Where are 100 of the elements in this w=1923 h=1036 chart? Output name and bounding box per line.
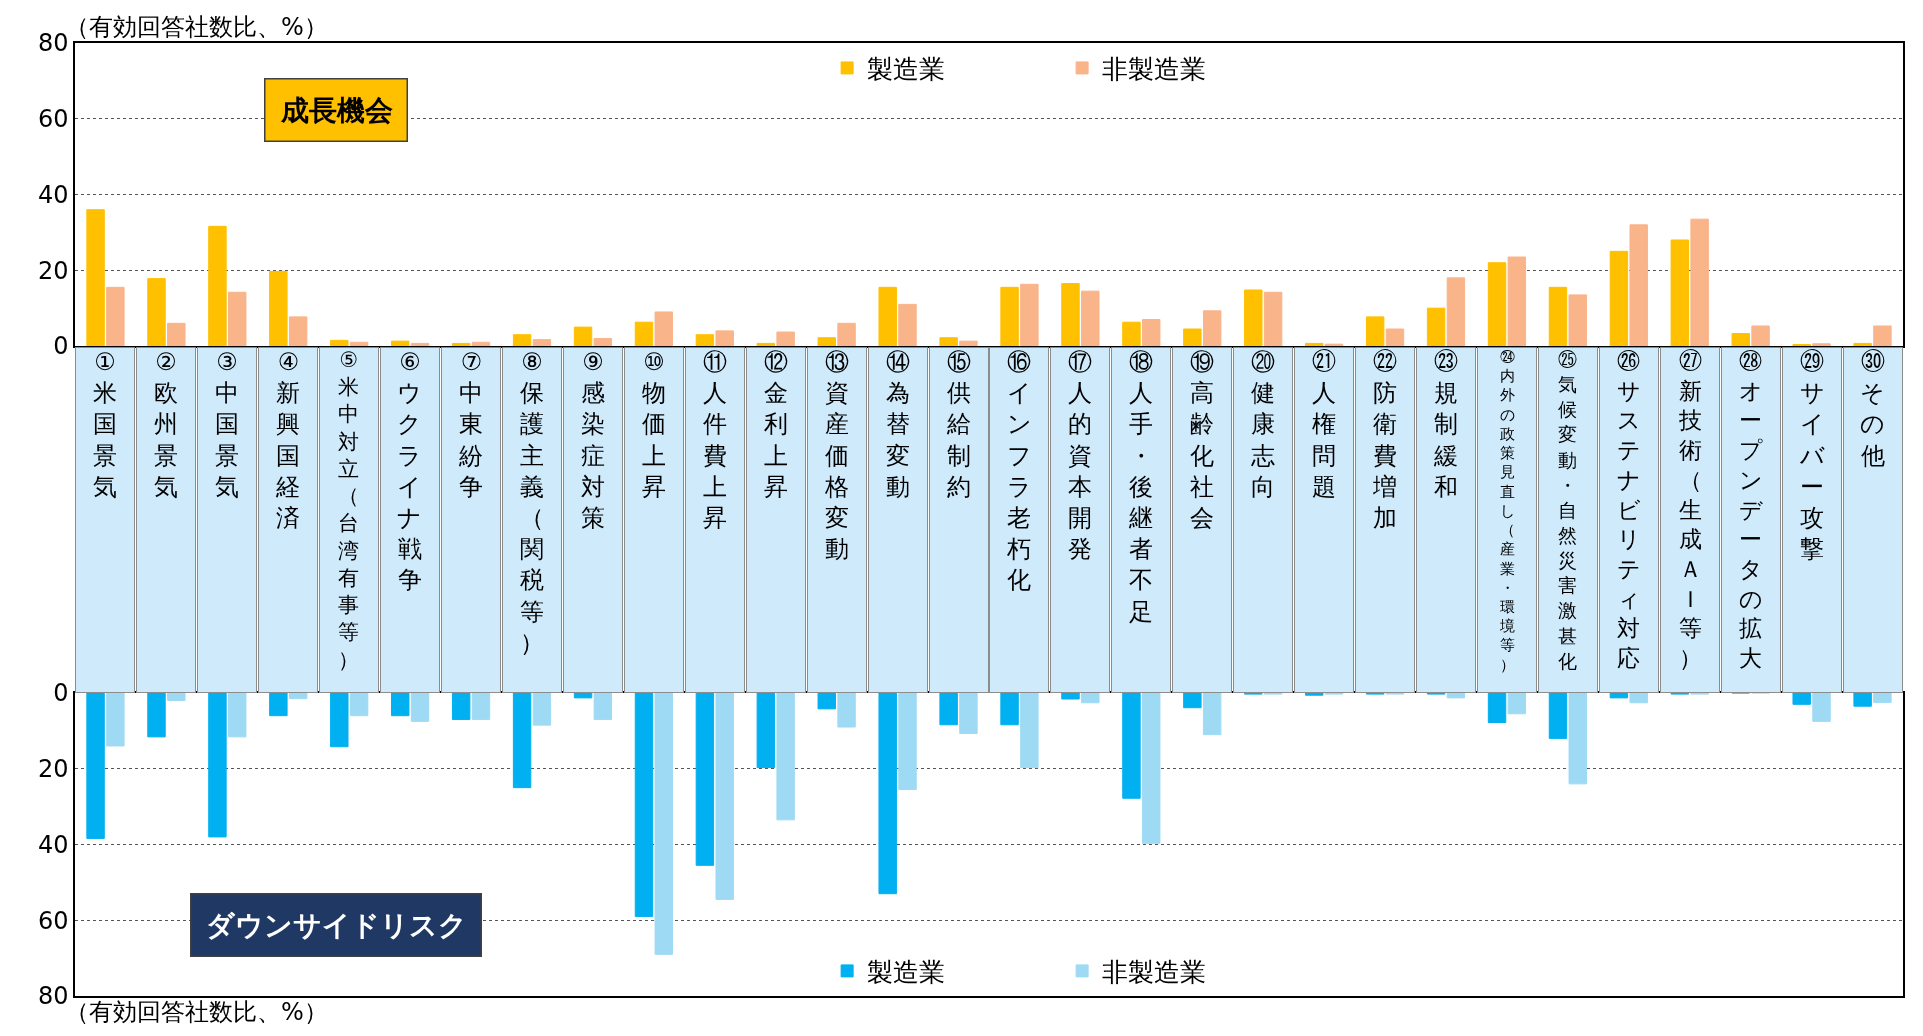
bar xyxy=(208,225,227,347)
bar xyxy=(288,316,308,347)
bar xyxy=(1305,692,1324,696)
bar xyxy=(1568,294,1587,347)
category-label: ㉘オープンデータの拡大 xyxy=(1738,348,1763,672)
x-tick-label: ③中国景気 xyxy=(214,348,239,501)
bar xyxy=(1020,283,1039,347)
bar xyxy=(837,692,856,728)
bar xyxy=(1061,692,1080,700)
bar xyxy=(898,303,917,347)
bar xyxy=(837,322,856,347)
bar xyxy=(512,692,532,789)
bar xyxy=(147,278,166,347)
category-label: ㉕気候変動・自然災害激甚化 xyxy=(1558,348,1578,673)
bar xyxy=(959,692,978,734)
legend-label: 製造業 xyxy=(867,957,946,988)
x-tick-label: ㉚その他 xyxy=(1860,348,1886,470)
bar xyxy=(228,291,247,347)
bar xyxy=(1812,343,1831,347)
bar xyxy=(532,339,552,347)
bar xyxy=(573,326,593,347)
text: ダウンサイドリスク xyxy=(205,908,467,942)
bar xyxy=(1020,692,1039,769)
x-tick-label: ⑲高齢化社会 xyxy=(1189,348,1214,532)
x-tick-label: ①米国景気 xyxy=(92,348,117,501)
bar xyxy=(1487,692,1507,723)
bar xyxy=(756,692,776,769)
bar xyxy=(1244,289,1263,347)
legend-label: 非製造業 xyxy=(1102,54,1207,85)
category-label: ⑤米中対立（台湾有事等） xyxy=(338,348,360,672)
bar xyxy=(1426,307,1446,347)
bar xyxy=(269,270,288,347)
text: 成長機会 xyxy=(279,93,393,127)
bar xyxy=(1609,692,1629,699)
x-tick-label: ⑫金利上昇 xyxy=(763,348,788,501)
bar xyxy=(391,692,410,717)
bar xyxy=(1305,342,1324,347)
bar xyxy=(1446,692,1466,699)
bar xyxy=(939,337,958,347)
bar xyxy=(1853,342,1872,347)
bar xyxy=(330,339,349,347)
bar xyxy=(106,692,125,747)
bar xyxy=(208,692,227,838)
y-tick-label: 40 xyxy=(37,830,69,859)
x-tick-label: ⑩物価上昇 xyxy=(641,348,666,501)
bar xyxy=(1061,283,1080,347)
bar xyxy=(167,692,186,702)
x-tick-label: ⑪人件費上昇 xyxy=(702,348,727,532)
bar xyxy=(471,692,491,720)
bar xyxy=(349,341,369,347)
bar xyxy=(593,337,613,347)
category-label: ㉗新技術（生成ＡＩ等） xyxy=(1678,348,1702,672)
bar xyxy=(1751,325,1770,347)
bar xyxy=(147,692,166,738)
bar xyxy=(898,692,917,791)
bar xyxy=(1122,321,1141,347)
bar xyxy=(532,692,552,726)
x-tick-label: ⑳健康志向 xyxy=(1250,348,1275,501)
bar xyxy=(1873,325,1892,347)
x-tick-label: ㉑人権問題 xyxy=(1311,348,1336,501)
bar xyxy=(1183,692,1202,709)
bar xyxy=(1812,692,1831,722)
legend-label: 製造業 xyxy=(867,54,946,85)
bar xyxy=(1202,692,1222,736)
bar xyxy=(1446,277,1466,347)
category-label: ⑧保護主義（関税等） xyxy=(519,348,544,657)
y-tick-label: 0 xyxy=(53,332,69,361)
bar xyxy=(1690,218,1709,347)
bar xyxy=(1507,256,1527,347)
bar xyxy=(451,692,471,720)
x-tick-label: ⑭為替変動 xyxy=(885,348,910,501)
bar xyxy=(1000,286,1019,347)
y-tick-label: 0 xyxy=(53,679,69,708)
bar xyxy=(715,330,734,347)
x-tick-label: ㉒防衛費増加 xyxy=(1372,348,1398,532)
x-tick-label: ⑯インフラ老朽化 xyxy=(1006,348,1032,595)
bar xyxy=(654,311,673,347)
bar xyxy=(593,692,613,720)
category-label: ㉔内外の政策見直し（産業・環境等） xyxy=(1499,348,1515,673)
category-label: ⑱人手・後継者不足 xyxy=(1129,348,1154,626)
y-tick-label: 80 xyxy=(37,29,69,58)
bar xyxy=(228,692,247,738)
category-label: ㉖サステナビリティ対応 xyxy=(1616,348,1641,672)
legend-label: 非製造業 xyxy=(1102,957,1207,988)
x-tick-label: ⑬資産価格変動 xyxy=(824,348,850,564)
bar xyxy=(349,692,369,717)
bar xyxy=(1000,692,1019,726)
bar xyxy=(1122,692,1141,799)
bar xyxy=(451,342,471,347)
bar xyxy=(410,692,430,722)
bar xyxy=(634,692,654,917)
bar xyxy=(878,286,897,347)
bar xyxy=(1385,328,1405,347)
bar xyxy=(1183,328,1202,347)
bar xyxy=(817,692,836,710)
bar xyxy=(1142,319,1161,347)
bar xyxy=(695,334,715,347)
bar xyxy=(1609,250,1629,347)
bar xyxy=(330,692,349,748)
y-tick-label: 60 xyxy=(37,105,69,134)
